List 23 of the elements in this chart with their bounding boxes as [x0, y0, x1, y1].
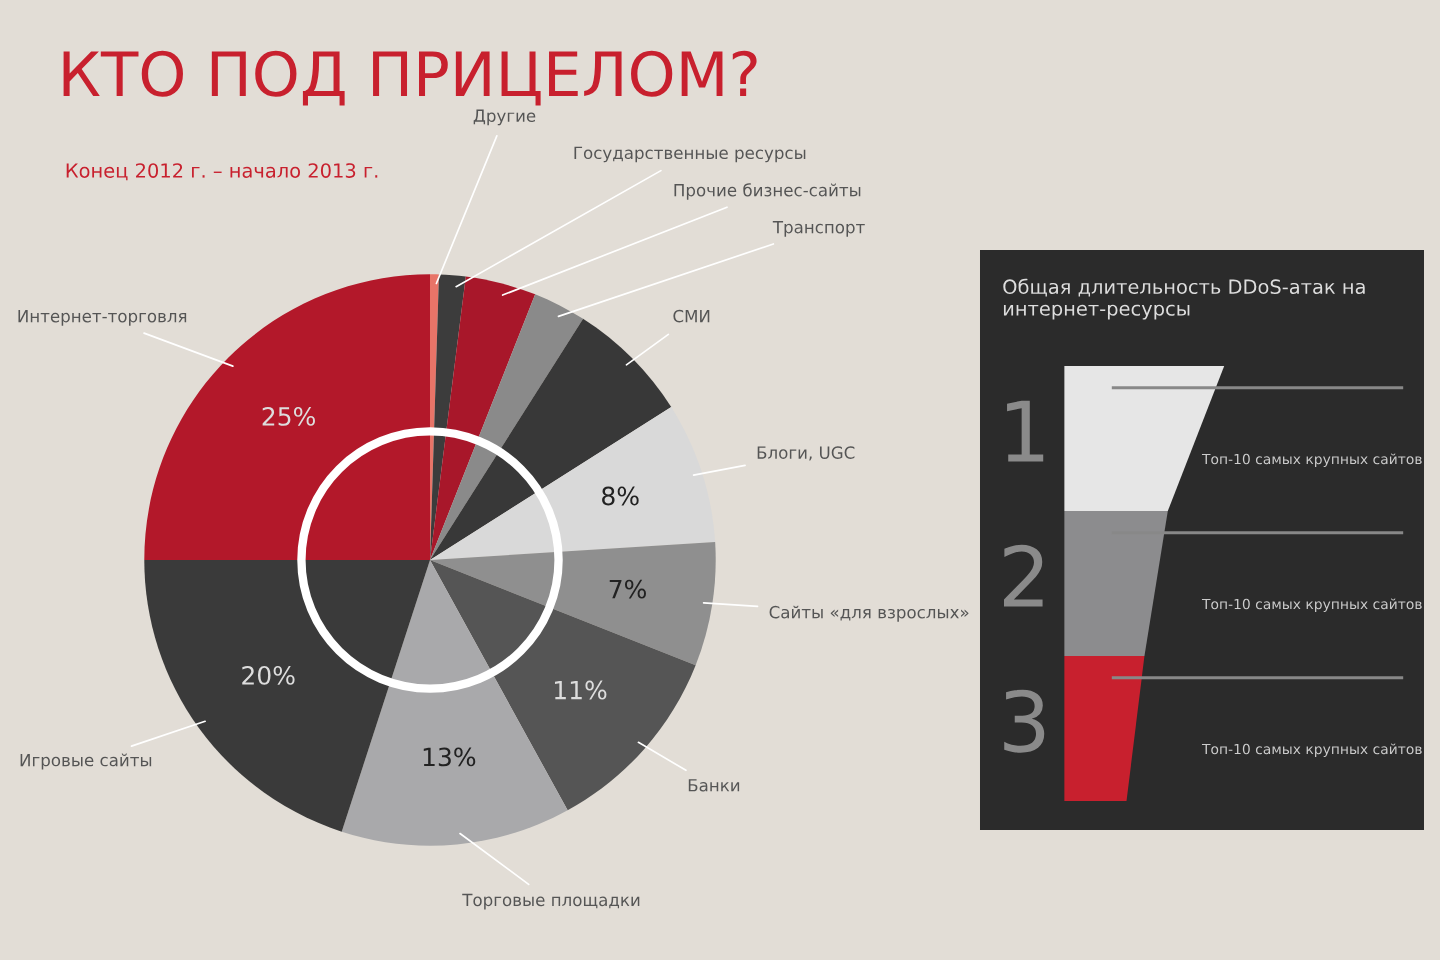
text: Общая длительность DDoS-атак на интернет-ресурсы — [1003, 278, 1365, 320]
slice-label: Прочие бизнес-сайты — [674, 183, 861, 200]
text: Конец 2012 г. – начало 2013 г. — [66, 163, 378, 181]
category-label: 2 — [1004, 544, 1043, 607]
category-label: 3 — [1004, 689, 1045, 753]
data-label: 8% — [602, 486, 639, 506]
slice-label: СМИ — [673, 309, 710, 323]
slice-label: Государственные ресурсы — [574, 146, 806, 163]
chart-title: КТО ПОД ПРИЦЕЛОМ? — [63, 50, 757, 106]
slice-label: Сайты «для взрослых» — [769, 605, 969, 622]
data-label: 20% — [242, 665, 295, 685]
slice-label: Интернет-торговля — [18, 310, 187, 326]
slice-label: Транспорт — [772, 221, 865, 237]
data-label: 7% — [609, 579, 646, 599]
slice-label: Другие — [473, 109, 536, 126]
slice-label: Игровые сайты — [20, 753, 152, 770]
slice-label: Торговые площадки — [462, 893, 640, 910]
data-label: 13% — [423, 747, 476, 767]
data-label: 25% — [262, 406, 315, 426]
slice-label: Блоги, UGC — [757, 446, 855, 461]
category-label: 1 — [1007, 400, 1044, 462]
slice-label: Банки — [688, 779, 740, 792]
data-label: 11% — [554, 680, 607, 700]
